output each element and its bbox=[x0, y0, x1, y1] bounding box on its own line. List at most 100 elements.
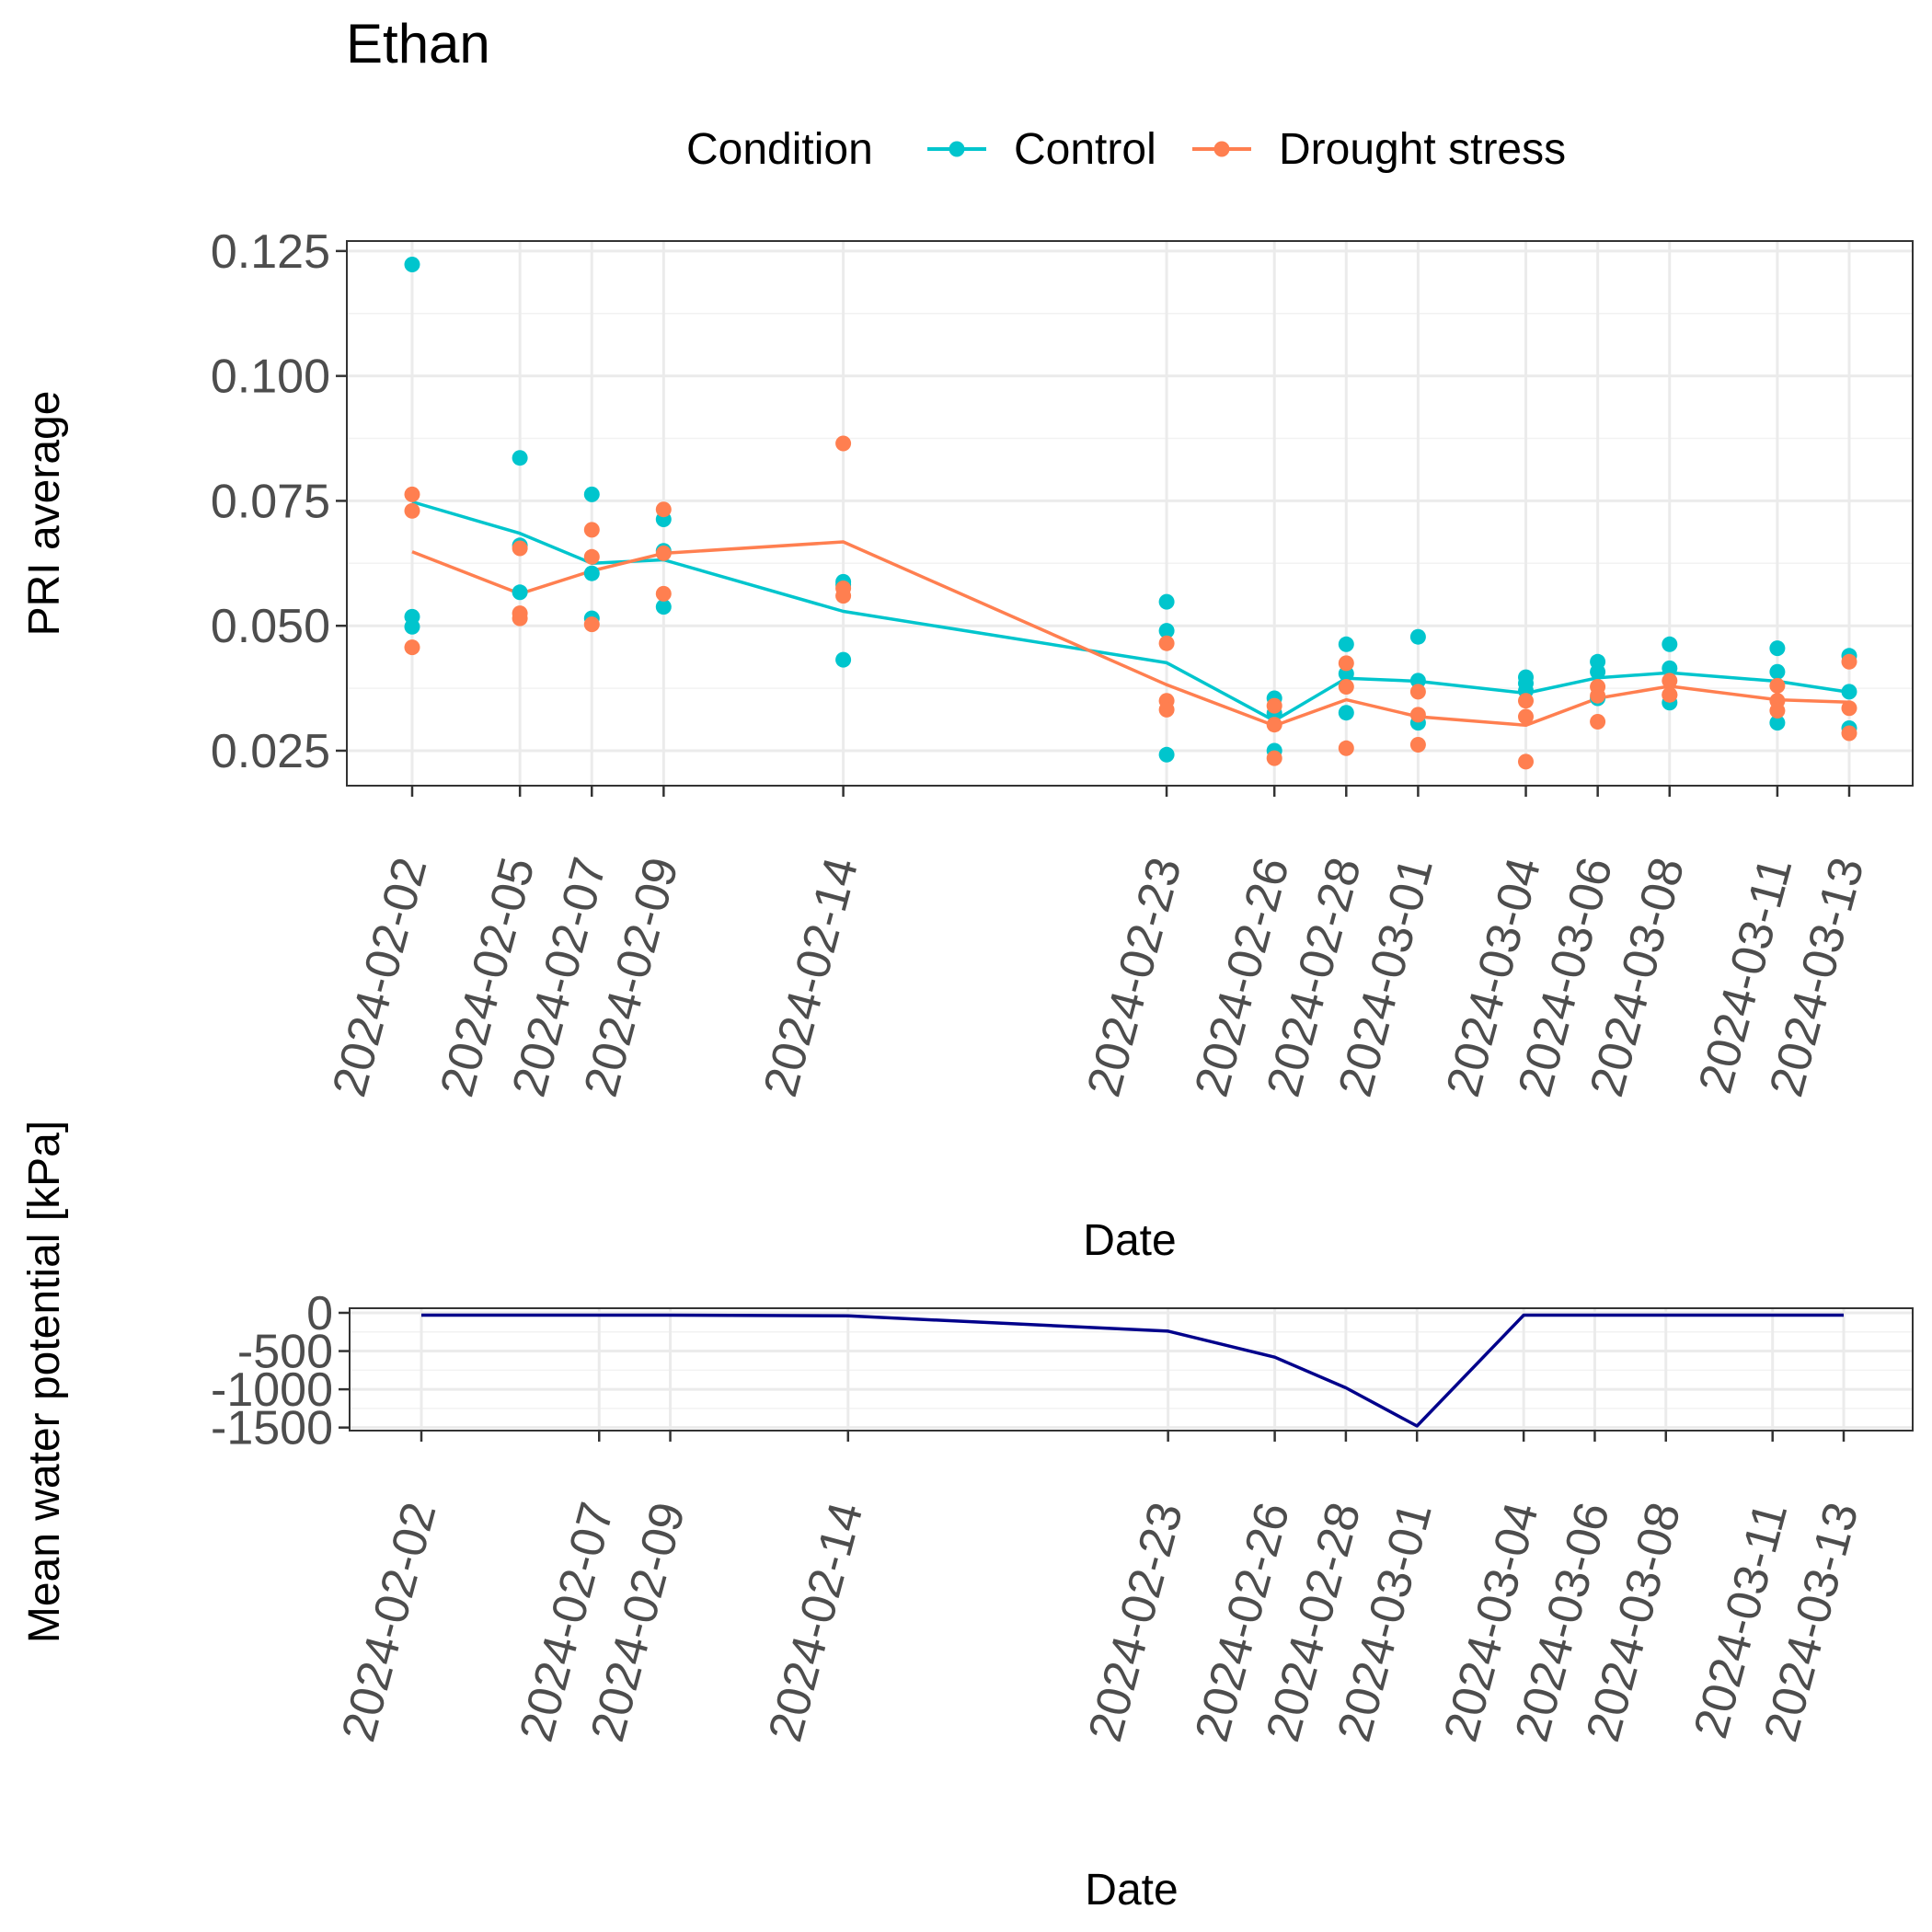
control-point bbox=[835, 651, 852, 668]
drought-stress-point bbox=[1590, 714, 1606, 730]
control-point bbox=[1769, 640, 1786, 657]
control-line bbox=[411, 500, 1850, 723]
control-point bbox=[512, 450, 528, 466]
drought-stress-point bbox=[1266, 717, 1282, 733]
drought-stress-point bbox=[1841, 725, 1857, 742]
control-point bbox=[1338, 705, 1354, 721]
water-potential-gridlines bbox=[350, 1308, 1913, 1431]
legend: Condition Control Drought stress bbox=[686, 125, 1566, 174]
drought-stress-point bbox=[655, 585, 672, 602]
drought-stress-point bbox=[1590, 687, 1606, 704]
water-potential-line bbox=[421, 1313, 1844, 1428]
drought-stress-point bbox=[1841, 653, 1857, 670]
control-point bbox=[512, 584, 528, 601]
drought-stress-point bbox=[1409, 684, 1426, 700]
x-tick-label: 2024-02-14 bbox=[753, 852, 868, 1102]
control-point bbox=[583, 486, 600, 502]
x-tick-label: 2024-02-23 bbox=[1078, 1497, 1193, 1747]
drought-stress-point bbox=[835, 588, 852, 604]
pri-trend-lines bbox=[411, 500, 1850, 728]
legend-key-control bbox=[927, 141, 986, 157]
legend-label-control: Control bbox=[1014, 125, 1156, 174]
drought-stress-point bbox=[1409, 707, 1426, 723]
pri-gridlines bbox=[347, 241, 1913, 786]
drought-stress-point bbox=[1158, 701, 1175, 718]
y-tick-label: -1500 bbox=[211, 1402, 333, 1455]
y-tick-label: 0.025 bbox=[211, 725, 330, 778]
drought-stress-point bbox=[655, 501, 672, 518]
drought-stress-point bbox=[512, 540, 528, 557]
drought-stress-point bbox=[1518, 693, 1534, 709]
control-point bbox=[1769, 663, 1786, 680]
drought-stress-point bbox=[1518, 753, 1534, 770]
y-tick-label: -1000 bbox=[211, 1363, 333, 1417]
control-point bbox=[1158, 593, 1175, 610]
drought-stress-point bbox=[1518, 708, 1534, 725]
y-tick-label: 0.125 bbox=[211, 225, 330, 279]
control-point bbox=[1590, 663, 1606, 680]
drought-stress-point bbox=[1338, 740, 1354, 756]
control-point bbox=[1338, 636, 1354, 652]
drought-stress-point bbox=[404, 502, 420, 519]
pri-y-axis: 0.025 0.050 0.075 0.100 0.125 bbox=[211, 225, 347, 778]
drought-stress-point bbox=[1266, 750, 1282, 766]
drought-stress-point bbox=[583, 616, 600, 633]
y-tick-label: 0 bbox=[306, 1287, 333, 1340]
drought-stress-point bbox=[404, 486, 420, 502]
legend-title: Condition bbox=[686, 125, 873, 174]
control-point bbox=[583, 565, 600, 581]
drought-stress-line bbox=[411, 540, 1850, 728]
water-potential-y-axis: 0-500-1000-1500 bbox=[211, 1287, 350, 1455]
control-point bbox=[1841, 684, 1857, 700]
drought-stress-point bbox=[1266, 697, 1282, 714]
drought-stress-point bbox=[655, 545, 672, 561]
x-tick-label: 2024-02-14 bbox=[759, 1497, 874, 1747]
x-tick-label: 2024-02-02 bbox=[323, 852, 438, 1102]
series-0-line bbox=[421, 1313, 1844, 1428]
drought-stress-point bbox=[1841, 700, 1857, 717]
plot-title: Ethan bbox=[346, 13, 490, 75]
drought-stress-point bbox=[583, 522, 600, 538]
drought-stress-point bbox=[1158, 635, 1175, 651]
x-tick-label: 2024-02-02 bbox=[332, 1497, 447, 1747]
control-point bbox=[1158, 623, 1175, 639]
y-tick-label: 0.075 bbox=[211, 475, 330, 528]
pri-x-axis-title: Date bbox=[1083, 1216, 1176, 1265]
water-potential-panel-border bbox=[349, 1307, 1914, 1432]
control-point bbox=[1409, 673, 1426, 689]
water-potential-x-axis-title: Date bbox=[1085, 1866, 1178, 1915]
pri-x-axis: 2024-02-022024-02-052024-02-072024-02-09… bbox=[323, 786, 1875, 1102]
drought-stress-point bbox=[1662, 673, 1678, 689]
drought-stress-point bbox=[512, 610, 528, 627]
control-point bbox=[655, 599, 672, 615]
pri-panel-border bbox=[346, 240, 1914, 787]
legend-label-drought-stress: Drought stress bbox=[1279, 125, 1566, 174]
drought-stress-point bbox=[583, 548, 600, 565]
pri-points bbox=[404, 257, 1857, 770]
y-tick-label: 0.100 bbox=[211, 351, 330, 404]
drought-stress-point bbox=[1662, 686, 1678, 703]
control-point bbox=[1662, 660, 1678, 676]
control-point bbox=[1662, 636, 1678, 652]
water-potential-panel: 0-500-1000-1500 2024-02-02 2024-02-072024… bbox=[20, 1121, 1914, 1915]
control-point bbox=[1409, 628, 1426, 645]
y-tick-label: 0.050 bbox=[211, 600, 330, 653]
water-potential-y-axis-title: Mean water potential [kPa] bbox=[20, 1121, 69, 1643]
drought-stress-point bbox=[1769, 677, 1786, 694]
drought-stress-point bbox=[1769, 703, 1786, 719]
y-tick-label: -500 bbox=[237, 1326, 333, 1379]
control-point bbox=[404, 257, 420, 272]
x-tick-label: 2024-02-23 bbox=[1077, 852, 1192, 1102]
pri-y-axis-title: PRI average bbox=[20, 391, 69, 637]
drought-stress-point bbox=[1338, 655, 1354, 672]
legend-key-drought-stress bbox=[1192, 141, 1251, 157]
drought-stress-point bbox=[1338, 679, 1354, 695]
control-point bbox=[404, 618, 420, 635]
drought-stress-point bbox=[1409, 737, 1426, 753]
drought-stress-point bbox=[835, 435, 852, 452]
control-point bbox=[1158, 746, 1175, 763]
drought-stress-point bbox=[404, 639, 420, 656]
